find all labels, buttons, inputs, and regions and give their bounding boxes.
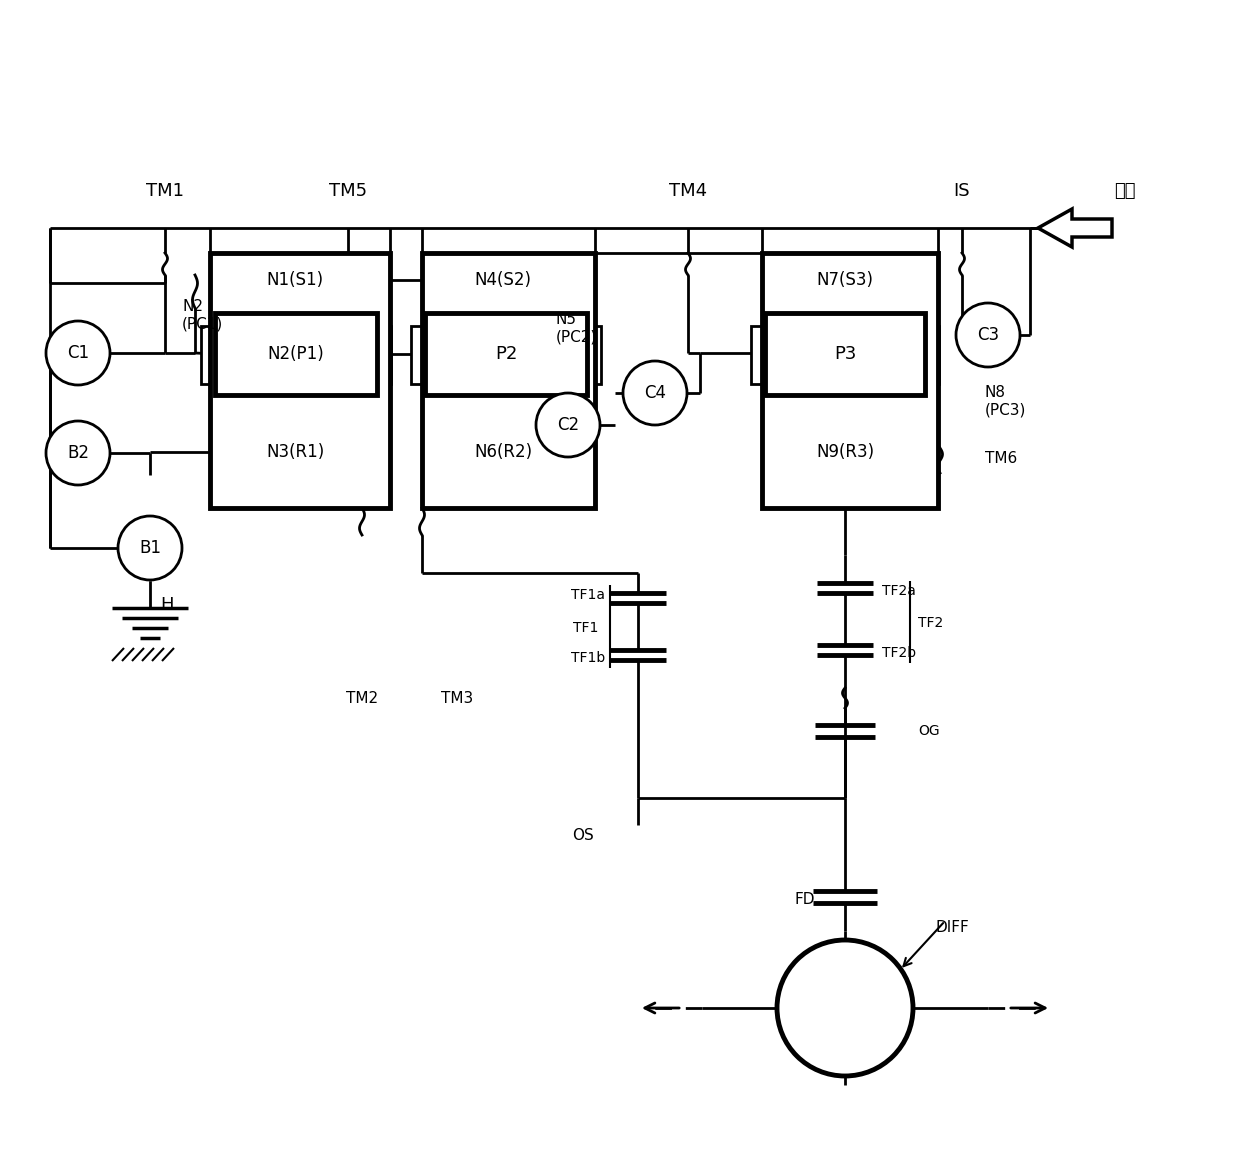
Bar bbox=[770, 257, 920, 304]
Text: C4: C4 bbox=[644, 384, 666, 402]
Text: FD: FD bbox=[795, 892, 815, 906]
Text: TM2: TM2 bbox=[346, 691, 378, 706]
Text: TM5: TM5 bbox=[329, 181, 367, 200]
Bar bbox=[222, 429, 368, 475]
Text: DIFF: DIFF bbox=[935, 920, 968, 935]
Circle shape bbox=[956, 304, 1021, 368]
Bar bbox=[770, 429, 920, 475]
Text: TF1: TF1 bbox=[573, 621, 598, 635]
Bar bbox=[763, 254, 937, 508]
Bar bbox=[379, 326, 391, 384]
Bar bbox=[794, 980, 825, 1036]
Polygon shape bbox=[1038, 209, 1112, 247]
Bar bbox=[410, 326, 422, 384]
Text: TM4: TM4 bbox=[668, 181, 707, 200]
Text: TF1b: TF1b bbox=[570, 651, 605, 665]
Bar bbox=[425, 313, 587, 395]
Text: N8
(PC3): N8 (PC3) bbox=[985, 385, 1027, 418]
Text: N9(R3): N9(R3) bbox=[816, 443, 874, 461]
Bar bbox=[866, 980, 897, 1036]
Text: TF2b: TF2b bbox=[882, 645, 916, 659]
Text: N4(S2): N4(S2) bbox=[475, 271, 532, 288]
Bar bbox=[430, 257, 577, 304]
Circle shape bbox=[118, 516, 182, 580]
Text: TM1: TM1 bbox=[146, 181, 184, 200]
Bar bbox=[827, 978, 863, 1006]
Text: IS: IS bbox=[954, 181, 971, 200]
Bar bbox=[201, 326, 212, 384]
Text: OG: OG bbox=[918, 725, 940, 739]
Circle shape bbox=[777, 940, 913, 1076]
Text: 输入: 输入 bbox=[1115, 181, 1136, 200]
Bar bbox=[222, 257, 368, 304]
Bar bbox=[928, 326, 939, 384]
Text: TF2a: TF2a bbox=[882, 584, 916, 598]
Text: N5
(PC2): N5 (PC2) bbox=[556, 312, 598, 344]
Circle shape bbox=[622, 361, 687, 424]
Text: N7(S3): N7(S3) bbox=[816, 271, 873, 288]
Bar bbox=[765, 313, 925, 395]
Bar bbox=[751, 326, 763, 384]
Text: N6(R2): N6(R2) bbox=[474, 443, 532, 461]
Text: OS: OS bbox=[572, 828, 594, 842]
Text: P3: P3 bbox=[833, 345, 856, 363]
Text: C1: C1 bbox=[67, 344, 89, 362]
Text: B2: B2 bbox=[67, 444, 89, 462]
Circle shape bbox=[536, 393, 600, 457]
Bar bbox=[590, 326, 601, 384]
Text: TM6: TM6 bbox=[985, 450, 1017, 465]
Text: N1(S1): N1(S1) bbox=[267, 271, 324, 288]
Text: B1: B1 bbox=[139, 538, 161, 557]
Text: H: H bbox=[160, 595, 174, 614]
Text: N2(P1): N2(P1) bbox=[268, 345, 325, 363]
Bar bbox=[215, 313, 377, 395]
Text: N2
(PC1): N2 (PC1) bbox=[182, 299, 223, 331]
Bar bbox=[827, 1009, 863, 1039]
Bar bbox=[430, 429, 577, 475]
Circle shape bbox=[46, 421, 110, 485]
Text: TF2: TF2 bbox=[918, 616, 944, 630]
Bar bbox=[422, 254, 595, 508]
Text: P2: P2 bbox=[495, 345, 517, 363]
Text: N3(R1): N3(R1) bbox=[265, 443, 324, 461]
Text: C3: C3 bbox=[977, 326, 999, 344]
Text: C2: C2 bbox=[557, 416, 579, 434]
Text: TF1a: TF1a bbox=[570, 588, 605, 602]
Bar bbox=[210, 254, 391, 508]
Circle shape bbox=[46, 321, 110, 385]
Text: TM3: TM3 bbox=[441, 691, 474, 706]
